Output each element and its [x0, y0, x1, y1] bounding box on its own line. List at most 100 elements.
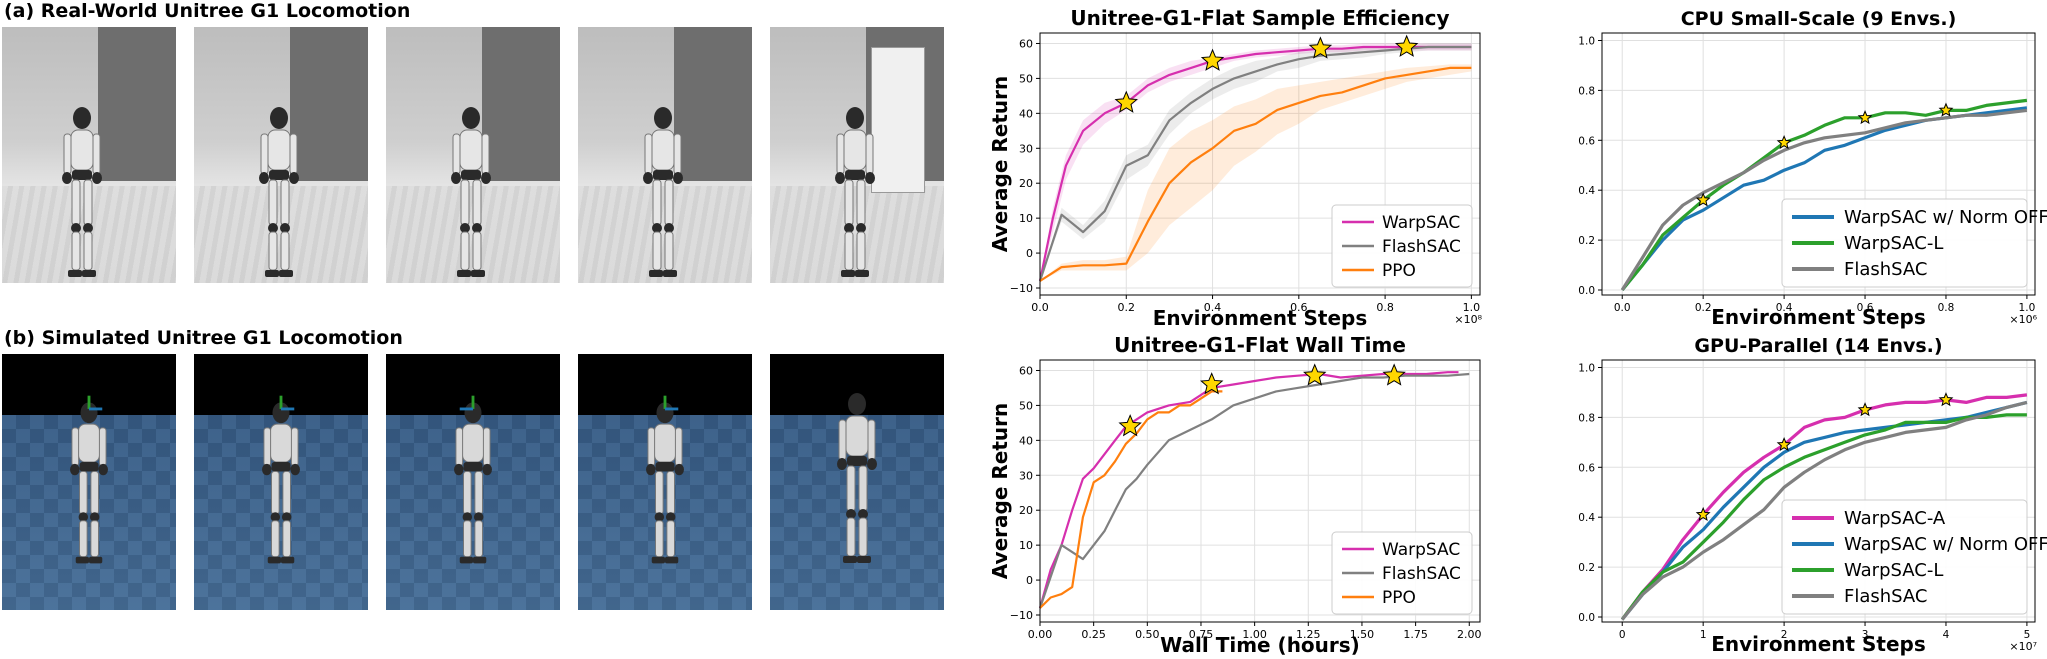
milestone-star-marker: [1200, 48, 1225, 71]
x-tick-label: 0.2: [1695, 302, 1712, 314]
y-tick-label: 50: [1019, 399, 1033, 412]
robot-figure: [825, 99, 885, 283]
series-line: [1620, 98, 2028, 292]
milestone-star-marker: [1776, 134, 1792, 150]
simulated-robot-photo: [386, 354, 560, 610]
chart-wall-time: Unitree-G1-Flat Wall Time −10 0 10 20 30 40 50 6…: [988, 333, 1482, 657]
x-tick-label: 0.4: [1204, 301, 1222, 314]
real-world-robot-photo: [194, 27, 368, 283]
chart-title: Unitree-G1-Flat Wall Time: [1114, 333, 1406, 357]
y-tick-label: 0.8: [1578, 85, 1595, 97]
x-tick-label: 0.6: [1857, 302, 1874, 314]
series-line: [1038, 45, 1472, 282]
chart-cpu-small-scale: CPU Small-Scale (9 Envs.) 0.0 0.2 0.4 0.6 0.8…: [1578, 8, 2047, 329]
x-tick-label: 0: [1619, 629, 1626, 641]
chart-title: CPU Small-Scale (9 Envs.): [1681, 8, 1957, 30]
simulated-robot-photo: [2, 354, 176, 610]
real-world-robot-photo: [578, 27, 752, 283]
milestone-star-marker: [1382, 363, 1406, 386]
panel-b-label: (b) Simulated Unitree G1 Locomotion: [4, 327, 403, 349]
series-band: [1040, 43, 1472, 281]
x-tick-label: 2: [1781, 629, 1788, 641]
legend-entry: FlashSAC: [1382, 237, 1461, 257]
legend-entry: FlashSAC: [1382, 564, 1461, 584]
x-tick-label: 4: [1943, 629, 1950, 641]
plot-frame: [1039, 32, 1481, 296]
simulated-robot-photo: [770, 354, 944, 610]
legend-entry: WarpSAC: [1382, 213, 1460, 233]
series-line: [1038, 371, 1459, 609]
panel-a-label: (a) Real-World Unitree G1 Locomotion: [4, 0, 411, 22]
robot-figure: [633, 99, 693, 283]
x-axis-label: Environment Steps: [1711, 305, 1926, 329]
milestone-star-marker: [1394, 34, 1419, 57]
y-tick-label: 10: [1019, 539, 1033, 552]
y-tick-label: 1.0: [1578, 35, 1595, 47]
milestone-star-marker: [1938, 392, 1954, 407]
real-world-robot-photo: [2, 27, 176, 283]
x-tick-label: 0.8: [1376, 301, 1394, 314]
robot-figure: [251, 390, 311, 574]
y-tick-label: 60: [1019, 364, 1033, 377]
y-tick-label: 30: [1019, 469, 1033, 482]
simulated-robot-photo: [578, 354, 752, 610]
robot-figure: [827, 390, 887, 574]
robot-figure: [59, 390, 119, 574]
y-tick-label: 0: [1026, 574, 1033, 587]
milestone-star-marker: [1776, 437, 1792, 452]
x-axis-multiplier: ×10⁷: [2009, 640, 2037, 653]
y-tick-label: −10: [1010, 282, 1033, 295]
milestone-star-marker: [1200, 372, 1224, 395]
series-line: [1038, 45, 1472, 282]
x-tick-label: 2.00: [1457, 628, 1482, 641]
legend-entry: WarpSAC w/ Norm OFF: [1844, 534, 2047, 555]
legend-entry: WarpSAC: [1382, 540, 1460, 560]
x-axis-label: Wall Time (hours): [1160, 633, 1360, 657]
y-tick-label: 0.2: [1578, 235, 1595, 247]
x-tick-label: 0.4: [1776, 302, 1793, 314]
x-tick-label: 1.0: [2019, 302, 2036, 314]
x-tick-label: 0.50: [1135, 628, 1160, 641]
legend-box: [1781, 198, 2028, 288]
x-tick-label: 1.0: [1463, 301, 1481, 314]
y-tick-label: 20: [1019, 177, 1033, 190]
series-line: [1039, 66, 1472, 282]
x-tick-label: 0.75: [1189, 628, 1214, 641]
x-tick-label: 0.6: [1290, 301, 1308, 314]
robot-figure: [443, 390, 503, 574]
y-tick-label: 10: [1019, 212, 1033, 225]
plot-frame: [1039, 359, 1481, 623]
x-axis-label: Environment Steps: [1153, 306, 1368, 330]
chart-gpu-parallel: GPU-Parallel (14 Envs.) 0.0 0.2 0.4 0.6 0.8 1.…: [1578, 335, 2047, 656]
x-tick-label: 3: [1862, 629, 1869, 641]
y-tick-label: 0.6: [1578, 462, 1595, 474]
x-axis-label: Environment Steps: [1711, 632, 1926, 656]
y-tick-label: −10: [1010, 609, 1033, 622]
legend-box: [1331, 531, 1473, 615]
x-tick-label: 1.25: [1296, 628, 1321, 641]
y-tick-label: 1.0: [1578, 362, 1595, 374]
y-tick-label: 0.8: [1578, 412, 1595, 424]
milestone-star-marker: [1114, 90, 1138, 113]
series-line: [1620, 108, 2028, 291]
y-tick-label: 0.4: [1578, 512, 1595, 524]
series-line: [1038, 372, 1470, 609]
plot-frame: [1601, 32, 2036, 296]
y-tick-label: 40: [1019, 434, 1033, 447]
legend-box: [1331, 204, 1473, 288]
x-axis-multiplier: ×10⁸: [1454, 313, 1482, 326]
series-line: [1620, 413, 2027, 621]
x-tick-label: 0.2: [1118, 301, 1136, 314]
legend-entry: PPO: [1382, 588, 1416, 608]
y-axis-label: Average Return: [988, 76, 1012, 252]
x-tick-label: 0.0: [1614, 302, 1631, 314]
chart-title: GPU-Parallel (14 Envs.): [1694, 335, 1942, 357]
series-line: [1620, 400, 2028, 621]
x-tick-label: 1.75: [1403, 628, 1428, 641]
series-band: [1040, 64, 1472, 282]
chart-title: Unitree-G1-Flat Sample Efficiency: [1070, 6, 1449, 30]
milestone-star-marker: [1695, 192, 1711, 207]
milestone-star-marker: [1303, 363, 1327, 386]
chart-sample-efficiency: Unitree-G1-Flat Sample Efficiency −10 0 10 2…: [988, 6, 1483, 330]
x-tick-label: 1.50: [1350, 628, 1375, 641]
